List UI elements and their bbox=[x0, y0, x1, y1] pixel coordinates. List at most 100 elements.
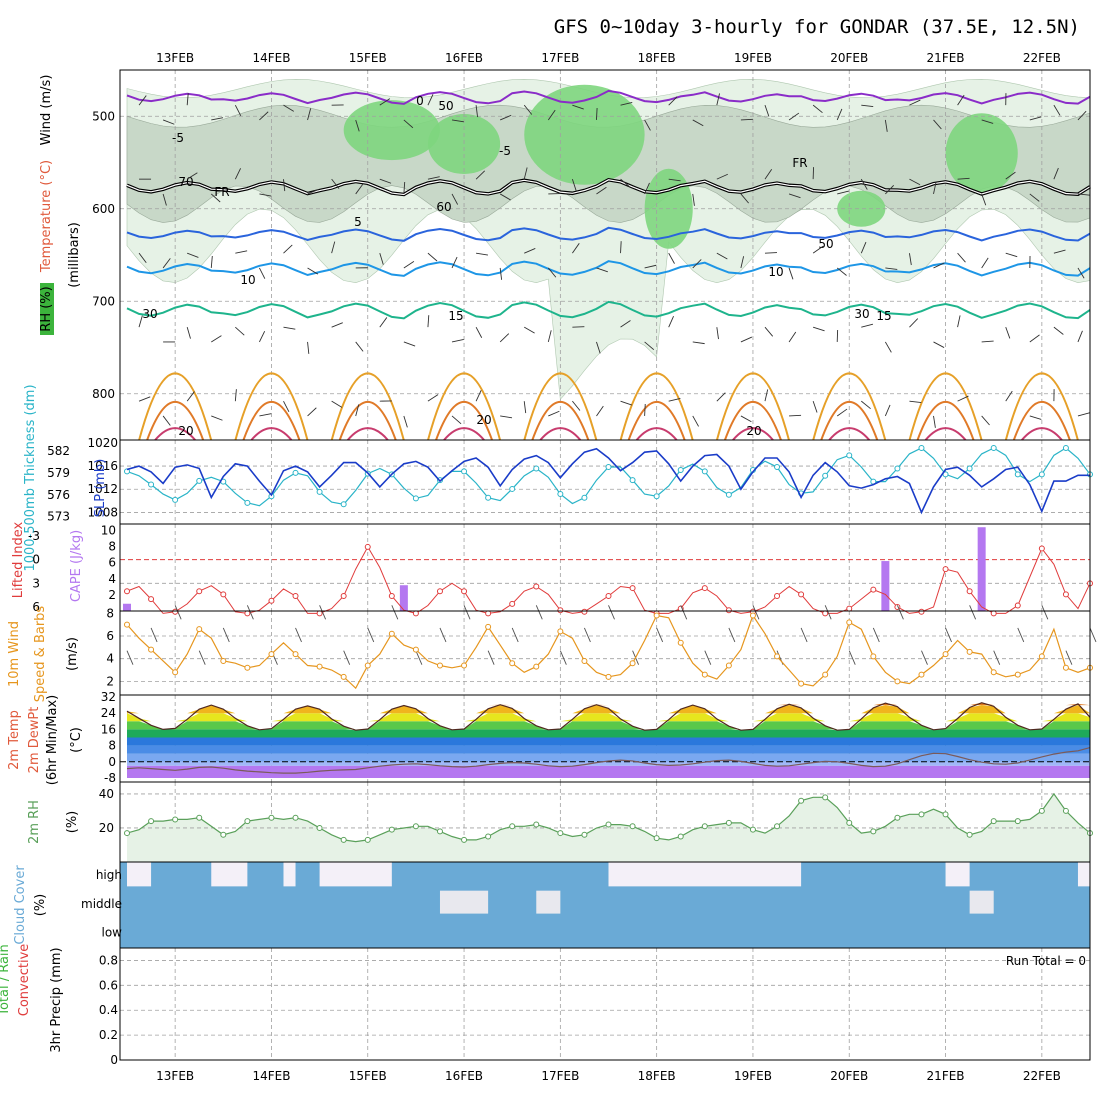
day-label-top: 22FEB bbox=[1023, 51, 1061, 65]
day-label-bottom: 13FEB bbox=[156, 1069, 194, 1083]
day-label-top: 21FEB bbox=[927, 51, 965, 65]
surface-wind-barb bbox=[463, 605, 471, 620]
surface-wind-barb bbox=[559, 650, 567, 665]
wind-barb bbox=[355, 341, 364, 352]
surface-wind-barb bbox=[969, 605, 977, 620]
rh-series-line-point bbox=[701, 823, 708, 830]
wind-barb bbox=[668, 252, 675, 264]
cape-tick-label: 10 bbox=[101, 523, 116, 537]
lifted-index-line-point bbox=[846, 605, 853, 612]
lifted-index-line-point bbox=[436, 588, 443, 595]
lifted-index-line-point bbox=[701, 585, 708, 592]
lifted-index-line-point bbox=[942, 566, 949, 573]
day-label-bottom: 14FEB bbox=[252, 1069, 290, 1083]
wind-barb bbox=[475, 326, 483, 338]
lifted-index-line-point bbox=[340, 592, 347, 599]
rh-contour-label: 30 bbox=[142, 307, 157, 321]
rh-series-line-point bbox=[774, 823, 781, 830]
wind-barb bbox=[547, 330, 552, 343]
wind-barb bbox=[981, 415, 990, 426]
surface-wind-barb bbox=[198, 650, 206, 665]
wind-barb bbox=[788, 112, 800, 121]
wind-barb bbox=[571, 179, 577, 191]
thickness-series-line-point bbox=[677, 466, 684, 473]
wind-barb bbox=[908, 253, 912, 266]
wind-tick-label: 2 bbox=[106, 674, 114, 688]
surface-wind-barb bbox=[728, 627, 736, 643]
cloud-row-label: low bbox=[102, 926, 123, 940]
precip-run-total: Run Total = 0 bbox=[1006, 954, 1086, 968]
thickness-series-line-point bbox=[292, 469, 299, 476]
lifted-index-line-point bbox=[148, 596, 155, 603]
wind-barb bbox=[259, 413, 272, 417]
wind-barb bbox=[499, 114, 512, 121]
wind-barb bbox=[547, 267, 557, 278]
warm-isotherm-arch bbox=[635, 427, 678, 441]
wind-barb bbox=[524, 248, 536, 254]
lifted-index-line-point bbox=[485, 610, 492, 617]
rh-series-line-point bbox=[509, 823, 516, 830]
wind-barb bbox=[596, 341, 601, 354]
wind-barb bbox=[403, 261, 415, 269]
isotherm-5-line bbox=[126, 226, 1091, 242]
wind-barb bbox=[427, 252, 438, 262]
thickness-series-line-point bbox=[774, 464, 781, 471]
rh-tick-label: 20 bbox=[99, 821, 114, 835]
temperature-band bbox=[127, 721, 1090, 730]
wind-barb bbox=[981, 193, 987, 206]
wind-barb bbox=[788, 331, 797, 343]
slp-axis-label: SLP (mb) bbox=[93, 459, 108, 518]
wind-speed-line-point bbox=[268, 651, 275, 658]
wind-speed-line-point bbox=[1062, 664, 1069, 671]
wind10-axis-label-2: Speed & Barbs bbox=[33, 606, 48, 703]
wind-barb bbox=[547, 109, 556, 121]
li-tick-label: 6 bbox=[32, 600, 40, 614]
wind-barb bbox=[812, 326, 825, 332]
wind-barb bbox=[596, 107, 598, 120]
li-tick-label: -3 bbox=[28, 529, 40, 543]
rh-series-line-point bbox=[870, 828, 877, 835]
surface-wind-barb bbox=[295, 627, 302, 643]
wind-barb bbox=[138, 95, 147, 106]
wind-speed-line-point bbox=[798, 680, 805, 687]
surface-wind-barb bbox=[921, 650, 928, 665]
cloud-row-label: high bbox=[96, 868, 122, 882]
wind-speed-line-point bbox=[388, 630, 395, 637]
wind-barb bbox=[837, 190, 849, 195]
surface-wind-barb bbox=[511, 627, 519, 643]
lifted-index-line-point bbox=[1038, 545, 1045, 552]
temp-tick-label: 32 bbox=[101, 690, 116, 704]
wind-speed-line-point bbox=[725, 662, 732, 669]
warm-isotherm-arch bbox=[828, 427, 871, 441]
day-label-bottom: 20FEB bbox=[830, 1069, 868, 1083]
wind-barb bbox=[1077, 193, 1090, 196]
temperature-band bbox=[127, 713, 1090, 722]
wind-barb bbox=[186, 172, 198, 180]
surface-wind-barb bbox=[126, 650, 134, 665]
isotherm-label: 10 bbox=[240, 273, 255, 287]
wind-barb bbox=[957, 177, 970, 180]
wind-barb bbox=[1053, 326, 1064, 335]
thickness-series-line-point bbox=[172, 496, 179, 503]
surface-wind-barb bbox=[174, 605, 182, 620]
wind-barb bbox=[427, 94, 434, 106]
wind10-axis-label-3: (m/s) bbox=[65, 637, 80, 671]
wind-axis-label: Wind (m/s) bbox=[39, 75, 54, 146]
wind-barb bbox=[957, 94, 965, 106]
wind-barb bbox=[379, 178, 392, 184]
lifted-index-line-point bbox=[798, 591, 805, 598]
wind-barb bbox=[427, 394, 439, 402]
wind-barb bbox=[861, 323, 874, 328]
wind-barb bbox=[692, 119, 704, 127]
lifted-index-line-point bbox=[244, 610, 251, 617]
wind-barb bbox=[307, 341, 310, 354]
surface-wind-barb bbox=[680, 605, 688, 620]
precip-panel-frame bbox=[119, 947, 1091, 1061]
wind-barb bbox=[957, 395, 969, 402]
wind-speed-line-point bbox=[316, 663, 323, 670]
wind-barb bbox=[283, 104, 295, 112]
wind-barb bbox=[884, 341, 892, 353]
wind-barb bbox=[475, 105, 478, 118]
rh-contour-label: 30 bbox=[854, 307, 869, 321]
